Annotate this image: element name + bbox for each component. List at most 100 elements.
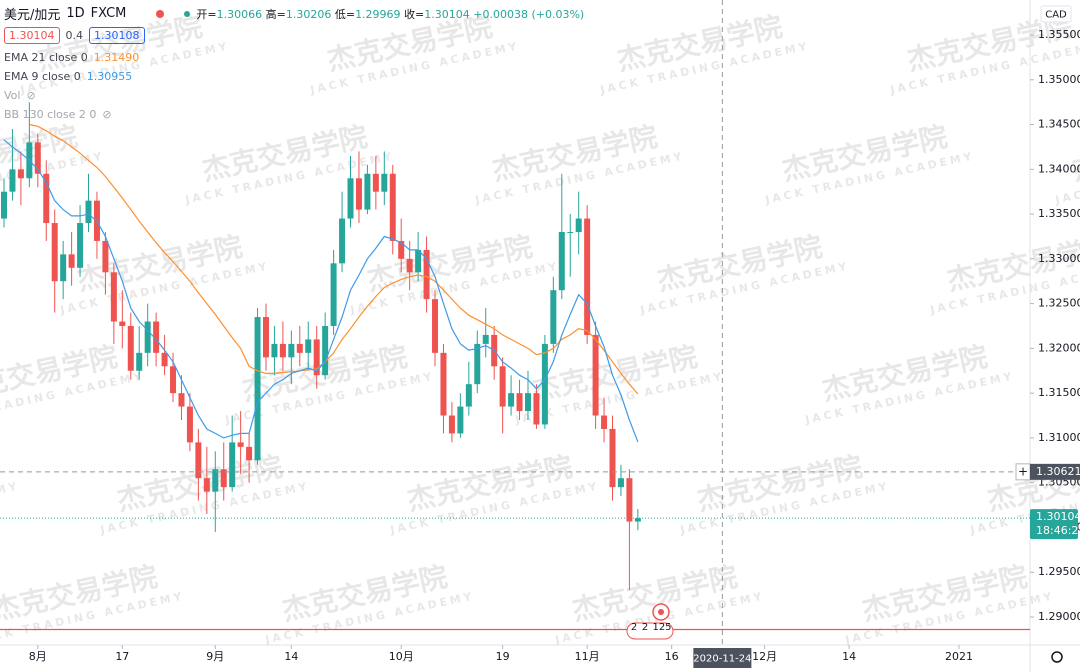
status-dot[interactable] (156, 9, 165, 18)
event-count: 125 (652, 622, 671, 633)
candle-body (550, 290, 557, 344)
last-price-box (1030, 509, 1078, 540)
candle-body (60, 254, 67, 282)
change: +0.00038 (+0.03%) (473, 7, 585, 21)
countdown: 18:46:27 (1036, 524, 1080, 537)
indicator-name: EMA 21 close 0 (4, 51, 88, 64)
y-tick-label: 1.32000 (1038, 341, 1080, 354)
candle-body (153, 321, 160, 353)
y-tick-label: 1.35000 (1038, 73, 1080, 86)
candle-body (592, 334, 599, 416)
indicator-name: BB 130 close 2 0 (4, 108, 97, 121)
ohlc-label: 高= (265, 7, 286, 21)
candle-body (524, 393, 531, 412)
candle-body (254, 317, 261, 461)
candle-body (381, 173, 388, 192)
hidden-icon[interactable]: ⊘ (102, 108, 112, 121)
y-tick-label: 1.29500 (1038, 565, 1080, 578)
hidden-icon[interactable]: ⊘ (26, 89, 36, 102)
spread: 0.4 (65, 29, 84, 42)
candle-body (212, 469, 219, 492)
candle-body (330, 263, 337, 326)
indicator-value: 1.30955 (86, 70, 133, 83)
candle-body (398, 240, 405, 259)
indicator-name: EMA 9 close 0 (4, 70, 81, 83)
ema-line (3, 139, 639, 443)
candle-body (288, 343, 295, 358)
ohlc-value: 1.30206 (285, 7, 332, 21)
candle-body (634, 518, 641, 522)
interval: 1D (66, 6, 85, 21)
candle-body (516, 393, 523, 412)
event-count: 2 (642, 622, 648, 633)
candle-body (43, 173, 50, 224)
quote-row: 1.30104 0.4 1.30108 (4, 27, 145, 44)
crosshair-date: 2020-11-24 (693, 654, 751, 665)
crosshair-plus: + (1018, 464, 1028, 478)
ask[interactable]: 1.30108 (89, 27, 145, 44)
candle-body (558, 231, 565, 291)
candle-body (372, 173, 379, 192)
candle-body (246, 446, 253, 461)
y-tick-label: 1.34500 (1038, 118, 1080, 131)
candle-body (144, 321, 151, 353)
legend-header: 美元/加元 1D FXCM 开=1.30066 高=1.30206 低=1.29… (4, 4, 584, 23)
y-tick-label: 1.34000 (1038, 162, 1080, 175)
candle-body (85, 200, 92, 224)
candle-body (51, 223, 58, 282)
y-tick-label: 1.32500 (1038, 297, 1080, 310)
indicator-legend: BB 130 close 2 0 ⊘ (4, 108, 112, 121)
candle-body (355, 178, 362, 210)
y-tick-label: 1.33500 (1038, 207, 1080, 220)
x-tick-label: 9月 (206, 650, 224, 663)
bid[interactable]: 1.30104 (4, 27, 60, 44)
x-tick-label: 10月 (389, 650, 414, 663)
candle-body (457, 406, 464, 434)
y-tick-label: 1.33000 (1038, 252, 1080, 265)
candle-body (508, 393, 515, 407)
x-tick-label: 2021 (945, 650, 973, 663)
symbol: 美元/加元 (4, 8, 61, 23)
y-tick-label: 1.31500 (1038, 386, 1080, 399)
indicator-value: 1.31490 (93, 51, 140, 64)
candle-body (229, 442, 236, 488)
candle-body (17, 169, 24, 179)
candle-body (68, 254, 75, 268)
crosshair-price: 1.30621 (1036, 465, 1080, 478)
candle-body (406, 258, 413, 273)
y-tick-label: 1.31000 (1038, 431, 1080, 444)
candle-body (127, 325, 134, 371)
y-tick-label: 1.29000 (1038, 610, 1080, 623)
x-tick-label: 12月 (752, 650, 777, 663)
ohlc-value: 1.30066 (216, 7, 263, 21)
settings-gear[interactable] (1051, 651, 1063, 663)
ema-line (29, 123, 639, 395)
candle-body (339, 218, 346, 264)
candle-body (601, 415, 608, 429)
candle-body (617, 478, 624, 488)
crosshair-date-box (693, 648, 752, 668)
ohlc-value: 1.30104 (424, 7, 470, 21)
candle-body (170, 366, 177, 394)
market-open-dot (184, 10, 191, 17)
candle-body (296, 343, 303, 353)
candle-body (533, 393, 540, 425)
x-tick-label: 8月 (29, 650, 47, 663)
candle-body (626, 478, 633, 522)
indicator-name: Vol (4, 89, 21, 102)
exchange: FXCM (90, 6, 127, 21)
indicator-legend: EMA 9 close 0 1.30955 (4, 70, 132, 83)
y-tick-label: 1.35500 (1038, 28, 1080, 41)
